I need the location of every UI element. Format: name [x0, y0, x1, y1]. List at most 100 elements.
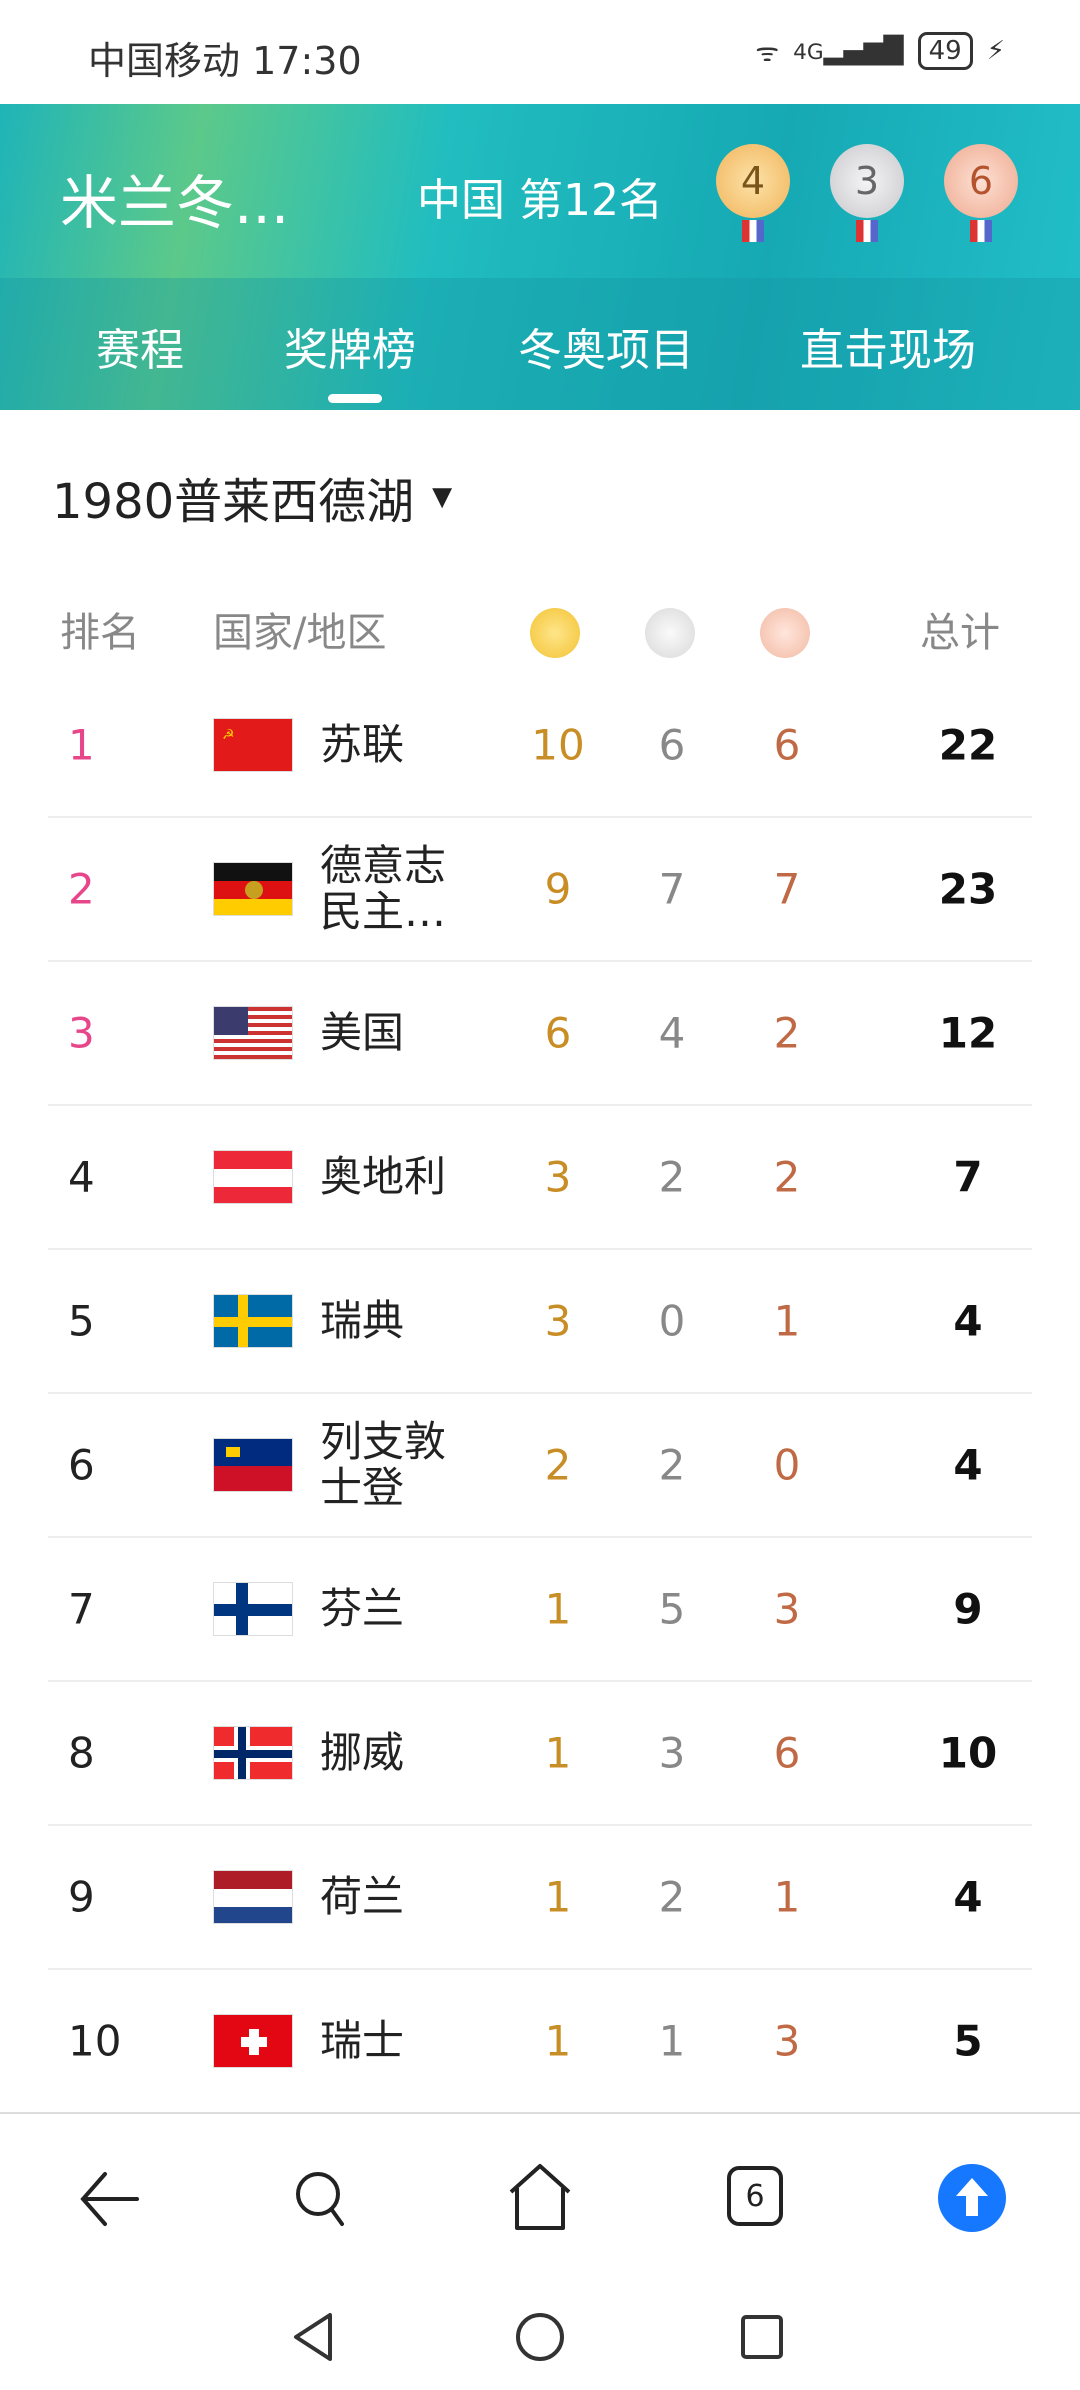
- country-name: 美国: [320, 1008, 405, 1057]
- games-selector[interactable]: 1980普莱西德湖 ▼: [52, 474, 453, 530]
- flag-usa-icon: [213, 1006, 293, 1060]
- bronze-count: 7: [773, 864, 801, 914]
- rank: 8: [68, 1728, 95, 1778]
- rank: 4: [68, 1152, 95, 1202]
- bronze-count: 1: [773, 1296, 801, 1346]
- table-row[interactable]: 5 瑞典 3 0 1 4: [48, 1250, 1032, 1394]
- total-count: 4: [953, 1440, 983, 1490]
- rank: 6: [68, 1440, 95, 1490]
- gold-count: 3: [544, 1296, 572, 1346]
- flag-east-germany-icon: [213, 862, 293, 916]
- country-name: 挪威: [320, 1728, 405, 1777]
- flag-sweden-icon: [213, 1294, 293, 1348]
- system-recents-icon[interactable]: [735, 2309, 791, 2365]
- country-name: 列支敦士登: [320, 1417, 447, 1512]
- flag-netherlands-icon: [213, 1870, 293, 1924]
- total-count: 12: [938, 1008, 998, 1058]
- rank: 9: [68, 1872, 95, 1922]
- flag-switzerland-icon: [213, 2014, 293, 2068]
- silver-medal-count: 3: [830, 144, 904, 242]
- rank: 5: [68, 1296, 95, 1346]
- flag-austria-icon: [213, 1150, 293, 1204]
- silver-count: 7: [658, 864, 686, 914]
- total-count: 4: [953, 1296, 983, 1346]
- silver-count: 0: [658, 1296, 686, 1346]
- svg-text:☭: ☭: [222, 727, 235, 743]
- total-count: 22: [938, 720, 998, 770]
- clock: 17:30: [252, 39, 362, 83]
- flag-soviet-union-icon: ☭: [213, 718, 293, 772]
- scroll-top-icon[interactable]: [938, 2164, 1006, 2232]
- total-count: 7: [953, 1152, 983, 1202]
- search-icon[interactable]: [288, 2164, 358, 2234]
- page-title[interactable]: 米兰冬...: [60, 169, 290, 237]
- silver-count: 5: [658, 1584, 686, 1634]
- header-country: 国家/地区: [213, 610, 387, 656]
- tab-winter-events[interactable]: 冬奥项目: [518, 325, 694, 376]
- table-row[interactable]: 8 挪威 1 3 6 10: [48, 1682, 1032, 1826]
- system-back-icon[interactable]: [290, 2309, 340, 2365]
- gold-medal-icon: [530, 608, 580, 658]
- bronze-count: 6: [773, 720, 801, 770]
- rank: 7: [68, 1584, 95, 1634]
- silver-count: 4: [658, 1008, 686, 1058]
- home-icon[interactable]: [505, 2162, 575, 2236]
- country-name: 苏联: [320, 720, 405, 769]
- bronze-count: 3: [773, 1584, 801, 1634]
- gold-medal-count: 4: [716, 144, 790, 242]
- country-name: 瑞士: [320, 2016, 405, 2065]
- table-row[interactable]: 3 美国 6 4 2 12: [48, 962, 1032, 1106]
- bronze-count: 2: [773, 1008, 801, 1058]
- total-count: 4: [953, 1872, 983, 1922]
- tab-live[interactable]: 直击现场: [800, 325, 976, 376]
- flag-finland-icon: [213, 1582, 293, 1636]
- table-row[interactable]: 6 列支敦士登 2 2 0 4: [48, 1394, 1032, 1538]
- flag-liechtenstein-icon: [213, 1438, 293, 1492]
- gold-count: 9: [544, 864, 572, 914]
- country-name: 荷兰: [320, 1872, 405, 1921]
- table-header: 排名 国家/地区 总计: [0, 600, 1080, 660]
- table-row[interactable]: 4 奥地利 3 2 2 7: [48, 1106, 1032, 1250]
- wifi-icon: ᯤ: [755, 38, 780, 68]
- charging-icon: ⚡: [986, 36, 1005, 66]
- tabs-count-button[interactable]: 6: [727, 2166, 783, 2226]
- rank: 1: [68, 720, 95, 770]
- silver-medal-icon: [645, 608, 695, 658]
- silver-count: 6: [658, 720, 686, 770]
- flag-norway-icon: [213, 1726, 293, 1780]
- silver-count: 3: [658, 1728, 686, 1778]
- gold-count: 1: [544, 1584, 572, 1634]
- gold-count: 1: [544, 1728, 572, 1778]
- total-count: 9: [953, 1584, 983, 1634]
- table-row[interactable]: 1 ☭ 苏联 10 6 6 22: [48, 674, 1032, 818]
- country-name: 芬兰: [320, 1584, 405, 1633]
- system-home-icon[interactable]: [512, 2309, 568, 2365]
- table-row[interactable]: 9 荷兰 1 2 1 4: [48, 1826, 1032, 1970]
- gold-count: 1: [544, 2016, 572, 2066]
- bronze-count: 0: [773, 1440, 801, 1490]
- gold-count: 2: [544, 1440, 572, 1490]
- gold-count: 3: [544, 1152, 572, 1202]
- silver-count: 2: [658, 1872, 686, 1922]
- bronze-medal-icon: [760, 608, 810, 658]
- carrier: 中国移动: [88, 39, 241, 83]
- header-rank: 排名: [60, 610, 140, 656]
- country-name: 德意志民主…: [320, 841, 447, 936]
- header: 米兰冬... 中国 第12名 4 3 6 赛程 奖牌榜 冬奥项目 直击现场: [0, 104, 1080, 410]
- silver-count: 1: [658, 2016, 686, 2066]
- tab-schedule[interactable]: 赛程: [96, 325, 184, 376]
- rank: 10: [68, 2016, 122, 2066]
- back-arrow-icon[interactable]: [75, 2164, 145, 2234]
- tab-medal-table[interactable]: 奖牌榜: [284, 325, 416, 376]
- table-row[interactable]: 7 芬兰 1 5 3 9: [48, 1538, 1032, 1682]
- bronze-count: 2: [773, 1152, 801, 1202]
- table-row[interactable]: 10 瑞士 1 1 3 5: [48, 1970, 1032, 2114]
- gold-count: 10: [531, 720, 585, 770]
- status-bar: 中国移动 17:30 ᯤ 4G▂▄▆█ 49 ⚡: [0, 0, 1080, 104]
- signal-icon: 4G▂▄▆█: [793, 36, 904, 66]
- bronze-medal-count: 6: [944, 144, 1018, 242]
- header-total: 总计: [920, 610, 1000, 656]
- battery-icon: 49: [917, 32, 973, 70]
- table-row[interactable]: 2 德意志民主… 9 7 7 23: [48, 818, 1032, 962]
- country-name: 奥地利: [320, 1152, 447, 1201]
